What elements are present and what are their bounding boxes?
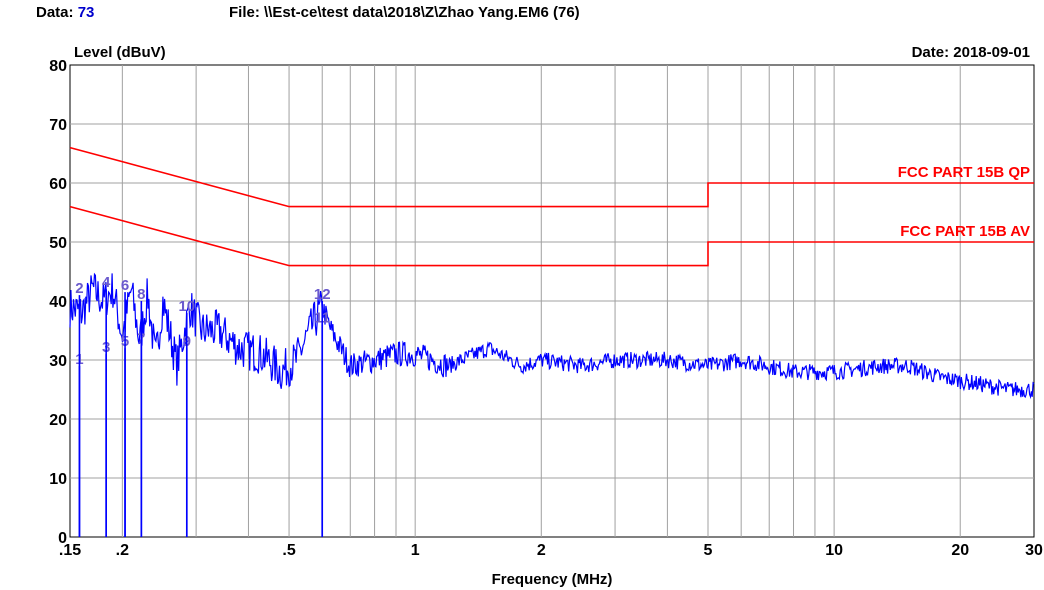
y-tick-label: 50 <box>49 235 67 252</box>
file-path: File: \\Est-ce\test data\2018\Z\Zhao Yan… <box>229 4 580 21</box>
data-count-value: 73 <box>77 4 95 21</box>
marker-label: 10 <box>178 298 195 315</box>
x-axis-label: Frequency (MHz) <box>492 571 613 588</box>
marker-layer: 123456789101112 <box>75 274 331 537</box>
limit-line <box>69 205 1034 267</box>
x-tick-label: .2 <box>116 542 129 559</box>
marker-label: 4 <box>102 274 111 291</box>
limit-label: FCC PART 15B AV <box>900 223 1030 240</box>
limit-line <box>69 146 1034 208</box>
x-tick-label: 10 <box>825 542 843 559</box>
marker-label: 8 <box>137 286 145 303</box>
x-tick-label: 5 <box>704 542 713 559</box>
trace-layer <box>69 272 1035 400</box>
marker-label: 2 <box>75 280 83 297</box>
x-tick-labels: .15 .2 .5 1 2 5 10 20 30 <box>59 542 1043 559</box>
data-count-label: Data: <box>36 4 74 21</box>
y-tick-label: 20 <box>49 412 67 429</box>
y-tick-label: 60 <box>49 176 67 193</box>
x-tick-label: .15 <box>59 542 81 559</box>
measurement-trace <box>69 272 1035 400</box>
y-axis-label: Level (dBuV) <box>74 44 166 61</box>
y-tick-label: 40 <box>49 294 67 311</box>
marker-label: 12 <box>314 286 331 303</box>
y-tick-label: 80 <box>49 58 67 75</box>
date-label: Date: 2018-09-01 <box>912 44 1030 61</box>
x-tick-label: 20 <box>951 542 969 559</box>
x-tick-label: 30 <box>1025 542 1043 559</box>
x-tick-label: 1 <box>411 542 420 559</box>
x-tick-label: 2 <box>537 542 546 559</box>
limit-lines: FCC PART 15B QP FCC PART 15B AV <box>69 146 1034 267</box>
marker-label: 6 <box>121 277 129 294</box>
limit-label: FCC PART 15B QP <box>898 164 1030 181</box>
y-tick-label: 30 <box>49 353 67 370</box>
data-count: Data: 73 <box>36 4 94 21</box>
y-tick-label: 10 <box>49 471 67 488</box>
y-tick-labels: 0 10 20 30 40 50 60 70 80 <box>49 58 67 547</box>
y-tick-label: 0 <box>58 530 67 547</box>
x-tick-label: .5 <box>282 542 295 559</box>
y-tick-label: 70 <box>49 117 67 134</box>
